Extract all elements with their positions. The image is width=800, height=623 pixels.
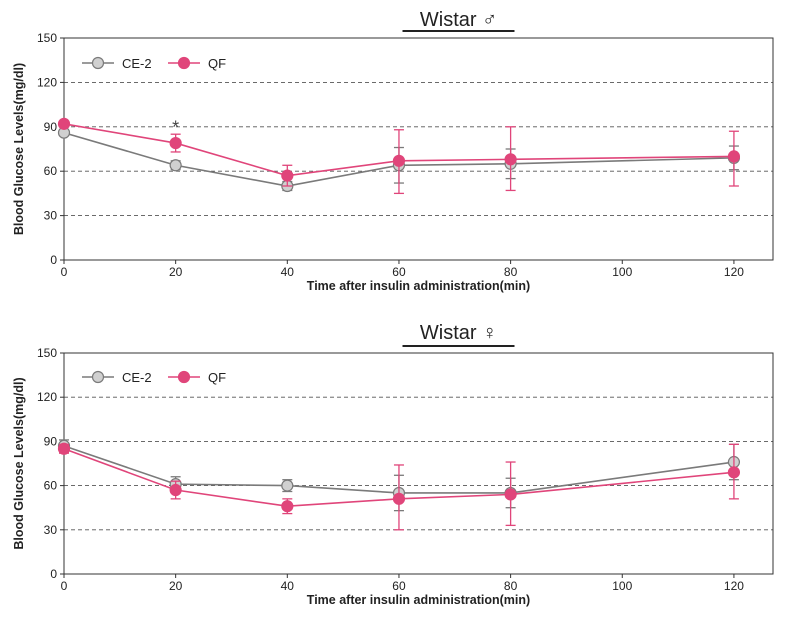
data-point <box>57 442 71 455</box>
y-tick-label: 60 <box>44 164 58 178</box>
legend-marker <box>91 56 105 70</box>
x-tick-label: 60 <box>392 579 406 593</box>
data-point <box>727 150 741 163</box>
series-line <box>63 123 734 177</box>
x-tick-label: 100 <box>612 265 632 279</box>
data-point <box>727 466 741 479</box>
y-tick-label: 150 <box>37 31 57 45</box>
y-tick-label: 90 <box>44 120 58 134</box>
chart-title: Wistar ♂ <box>420 9 497 31</box>
legend-marker <box>177 56 191 70</box>
x-tick-label: 40 <box>281 579 295 593</box>
x-axis-label: Time after insulin administration(min) <box>307 593 530 607</box>
series-line <box>63 445 735 494</box>
data-point <box>169 136 182 150</box>
data-point <box>57 117 71 130</box>
y-tick-label: 120 <box>37 75 57 89</box>
data-point <box>392 492 406 505</box>
data-point <box>169 159 182 172</box>
data-point <box>504 153 517 166</box>
y-tick-label: 0 <box>50 253 57 267</box>
y-axis-label: Blood Glucose Levels(mg/dl) <box>12 63 26 235</box>
series-line <box>63 448 735 508</box>
data-point <box>169 483 182 497</box>
legend: CE-2 QF <box>82 56 226 71</box>
x-tick-label: 100 <box>612 579 632 593</box>
y-tick-label: 90 <box>44 434 58 448</box>
series-qf <box>57 117 741 195</box>
y-tick-label: 0 <box>50 567 57 581</box>
x-tick-label: 80 <box>504 579 518 593</box>
data-point <box>504 488 517 501</box>
chart-title: Wistar ♀ <box>420 322 497 344</box>
legend-label: CE-2 <box>122 370 152 385</box>
plot-frame <box>63 37 774 261</box>
x-axis-label: Time after insulin administration(min) <box>307 279 530 293</box>
x-tick-label: 20 <box>169 579 183 593</box>
legend: CE-2 QF <box>82 370 226 385</box>
x-tick-label: 20 <box>169 265 183 279</box>
legend-marker <box>91 370 105 384</box>
significance-annotation: * <box>172 117 179 137</box>
x-tick-label: 120 <box>724 265 744 279</box>
x-tick-label: 40 <box>281 265 295 279</box>
y-tick-label: 60 <box>44 479 58 493</box>
legend-marker <box>177 370 191 384</box>
chart-panel-1: Wistar ♂ 0 30 60 90 120 150 0 20 40 60 80 100 120 Time… <box>12 9 774 293</box>
legend-label: CE-2 <box>122 56 152 71</box>
x-tick-label: 60 <box>392 265 406 279</box>
series-line <box>63 131 734 187</box>
x-tick-label: 120 <box>724 579 744 593</box>
chart-panel-2: Wistar ♀ 0 30 60 90 120 150 0 20 40 60 80 100 120 Time… <box>12 322 774 607</box>
data-point <box>281 500 294 513</box>
y-tick-label: 150 <box>37 346 57 360</box>
x-tick-label: 80 <box>504 265 518 279</box>
x-tick-label: 0 <box>61 265 68 279</box>
plot-frame <box>63 352 774 575</box>
data-point <box>281 169 294 182</box>
y-axis-label: Blood Glucose Levels(mg/dl) <box>12 377 26 549</box>
series-qf <box>57 442 741 531</box>
y-tick-label: 30 <box>44 209 58 223</box>
legend-label: QF <box>208 370 226 385</box>
data-point <box>281 479 294 492</box>
y-tick-label: 30 <box>44 523 58 537</box>
y-tick-label: 120 <box>37 390 57 404</box>
x-tick-label: 0 <box>61 579 68 593</box>
data-point <box>392 154 406 167</box>
legend-label: QF <box>208 56 226 71</box>
